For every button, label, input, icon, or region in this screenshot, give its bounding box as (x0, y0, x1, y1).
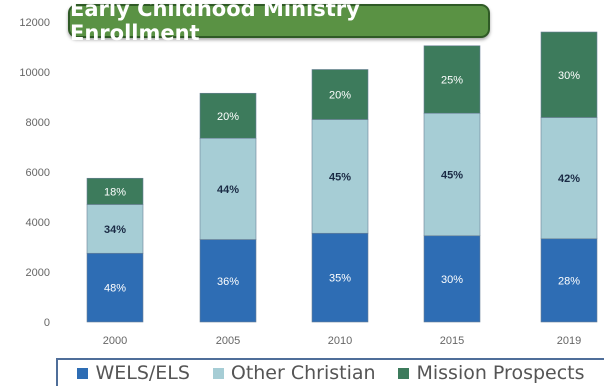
y-tick-label: 4000 (26, 217, 50, 229)
data-label: 36% (217, 276, 239, 288)
data-label: 44% (217, 184, 239, 196)
data-label: 25% (441, 75, 463, 87)
x-tick-label: 2000 (103, 335, 127, 347)
data-label: 48% (104, 283, 126, 295)
data-label: 20% (329, 90, 351, 102)
y-tick-label: 2000 (26, 267, 50, 279)
legend-label-mission-prospects: Mission Prospects (416, 362, 585, 384)
data-label: 45% (329, 171, 351, 183)
data-label: 30% (441, 274, 463, 286)
x-tick-label: 2019 (557, 335, 581, 347)
data-label: 18% (104, 186, 126, 198)
legend-item-mission-prospects: Mission Prospects (398, 362, 585, 384)
chart-plot: 0 2000 4000 6000 8000 10000 12000 2000 2005 2010 2… (19, 17, 598, 347)
x-tick-label: 2015 (440, 335, 464, 347)
data-label: 30% (558, 70, 580, 82)
legend-swatch-wels (77, 367, 89, 379)
bar-segment (86, 204, 144, 254)
bar-segment (423, 45, 481, 114)
bar-segment (540, 31, 598, 118)
bar-segment (540, 238, 598, 323)
bar-segment (199, 137, 257, 240)
bar-segment (311, 69, 369, 120)
data-label: 35% (329, 273, 351, 285)
y-tick-label: 8000 (26, 117, 50, 129)
legend-label-wels: WELS/ELS (95, 362, 190, 384)
data-label: 20% (217, 111, 239, 123)
legend-swatch-other-christian (212, 367, 224, 379)
bar-segment (199, 92, 257, 139)
y-tick-label: 10000 (19, 67, 50, 79)
bar-segment (423, 235, 481, 323)
data-label: 34% (104, 224, 126, 236)
x-tick-label: 2005 (216, 335, 240, 347)
data-label: 45% (441, 170, 463, 182)
chart-legend: WELS/ELS Other Christian Mission Prospec… (56, 358, 604, 386)
bar-segment (199, 239, 257, 323)
chart-title: Early Childhood Ministry Enrollment (68, 0, 490, 45)
bar-segment (423, 112, 481, 237)
data-label: 28% (558, 275, 580, 287)
x-tick-label: 2010 (328, 335, 352, 347)
y-tick-label: 12000 (19, 17, 50, 29)
bar-segment (86, 252, 144, 323)
legend-swatch-mission-prospects (398, 367, 410, 379)
legend-item-wels: WELS/ELS (77, 362, 190, 384)
legend-item-other-christian: Other Christian (212, 362, 376, 384)
y-tick-label: 6000 (26, 167, 50, 179)
y-tick-label: 0 (44, 317, 50, 329)
bar-segment (311, 119, 369, 234)
bar-segment (311, 232, 369, 323)
data-label: 42% (558, 173, 580, 185)
legend-label-other-christian: Other Christian (230, 362, 376, 384)
bar-segment (86, 177, 144, 205)
